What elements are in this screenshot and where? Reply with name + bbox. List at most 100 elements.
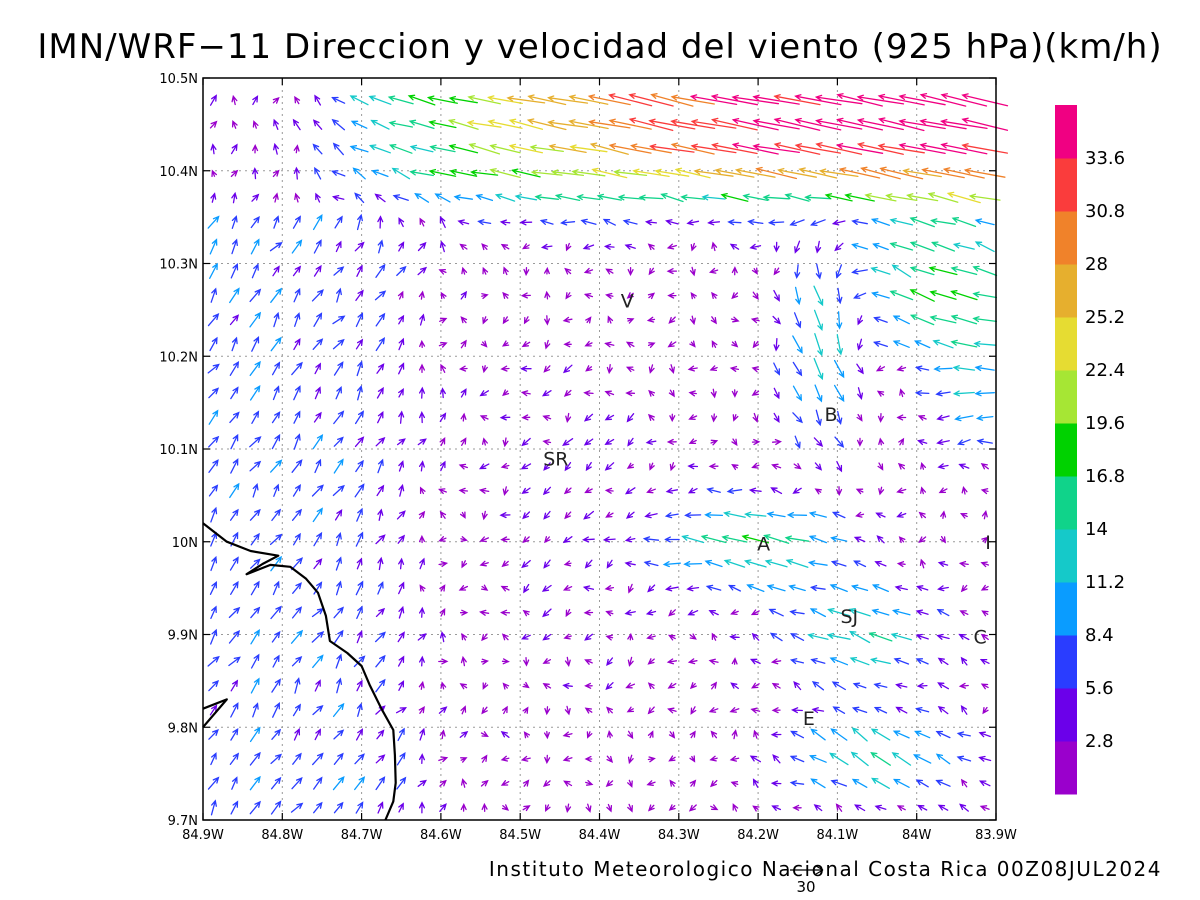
wind-vector (314, 728, 321, 741)
wind-vector (521, 437, 531, 447)
wind-vector (648, 364, 655, 374)
wind-vector (850, 751, 869, 767)
wind-vector (482, 316, 489, 325)
wind-vector (459, 730, 469, 738)
wind-vector (434, 193, 451, 203)
wind-vector (231, 191, 238, 204)
wind-vector (228, 630, 241, 644)
wind-vector (914, 390, 930, 397)
wind-vector (419, 727, 426, 741)
wind-vector (207, 363, 220, 374)
wind-vector (958, 682, 969, 689)
wind-vector (710, 388, 717, 399)
wind-vector (938, 487, 948, 494)
wind-vector (851, 218, 868, 225)
wind-vector (336, 287, 342, 303)
wind-vector (961, 485, 968, 495)
wind-vector (818, 168, 859, 178)
wind-vector (333, 629, 344, 644)
wind-vector (210, 287, 218, 303)
wind-vector (732, 414, 739, 422)
wind-vector (917, 415, 927, 421)
wind-vector (350, 120, 368, 129)
wind-vector (458, 487, 469, 494)
wind-vector (332, 315, 346, 325)
wind-vector (439, 779, 447, 787)
wind-vector (896, 365, 907, 372)
wind-vector (230, 169, 239, 178)
wind-vector (375, 776, 386, 791)
wind-vector (960, 778, 968, 788)
wind-vector (915, 658, 929, 665)
wind-vector (419, 584, 426, 592)
wind-vector (229, 752, 240, 765)
city-label-e: E (803, 708, 815, 730)
wind-vector (249, 385, 261, 401)
wind-vector (663, 536, 680, 543)
wind-vector (627, 803, 633, 813)
wind-vector (543, 510, 551, 520)
wind-vector (889, 242, 914, 251)
wind-vector (209, 262, 218, 279)
wind-vector (627, 730, 634, 740)
wind-vector (668, 609, 676, 617)
wind-vector (935, 730, 951, 739)
wind-vector (959, 512, 968, 519)
wind-vector (460, 290, 468, 300)
wind-vector (272, 385, 280, 401)
wind-vector (312, 705, 324, 716)
wind-vector (751, 632, 760, 641)
wind-vector (585, 779, 594, 786)
wind-vector (565, 412, 572, 423)
wind-vector (500, 462, 510, 469)
wind-vector (856, 94, 905, 105)
wind-vector (548, 143, 587, 154)
wind-vector (752, 291, 759, 301)
wind-vector (627, 779, 633, 788)
wind-vector (974, 390, 995, 397)
wind-vector (540, 243, 553, 250)
wind-vector (625, 511, 635, 519)
wind-vector (501, 340, 510, 347)
wind-vector (419, 217, 426, 227)
wind-vector (313, 411, 322, 423)
wind-vector (562, 585, 573, 591)
wind-vector (898, 437, 905, 446)
wind-vector (354, 483, 365, 498)
wind-vector (960, 584, 968, 593)
x-tick-label: 83.9W (975, 828, 1017, 843)
wind-vector (398, 217, 405, 228)
wind-vector (684, 512, 702, 519)
wind-vector (544, 754, 551, 765)
wind-vector (690, 242, 697, 252)
wind-vector (606, 706, 613, 714)
wind-vector (854, 804, 866, 812)
wind-vector (950, 266, 978, 276)
wind-vector (522, 511, 531, 520)
wind-vector (584, 707, 593, 714)
wind-vector (398, 241, 405, 252)
wind-vector (375, 607, 386, 618)
wind-vector (647, 658, 655, 665)
wind-vector (332, 338, 345, 350)
wind-vector (860, 166, 901, 180)
wind-vector (272, 580, 280, 596)
reference-vector-head (815, 865, 824, 875)
wind-vector (586, 731, 593, 739)
wind-vector (418, 363, 426, 374)
wind-vector (356, 557, 363, 570)
wind-vector (850, 584, 869, 592)
wind-vector (270, 776, 282, 790)
wind-vector (772, 754, 781, 764)
map-title: IMN/WRF−11 Direccion y velocidad del vie… (37, 27, 1162, 67)
wind-vector (921, 167, 965, 179)
wind-vector (562, 755, 573, 762)
wind-vector (250, 677, 260, 694)
wind-vector (940, 142, 988, 155)
wind-vector (829, 584, 848, 593)
wind-vector (870, 218, 890, 226)
wind-vector (333, 266, 345, 276)
wind-vector (689, 779, 697, 787)
wind-vector (230, 702, 239, 718)
wind-vector (313, 801, 323, 814)
